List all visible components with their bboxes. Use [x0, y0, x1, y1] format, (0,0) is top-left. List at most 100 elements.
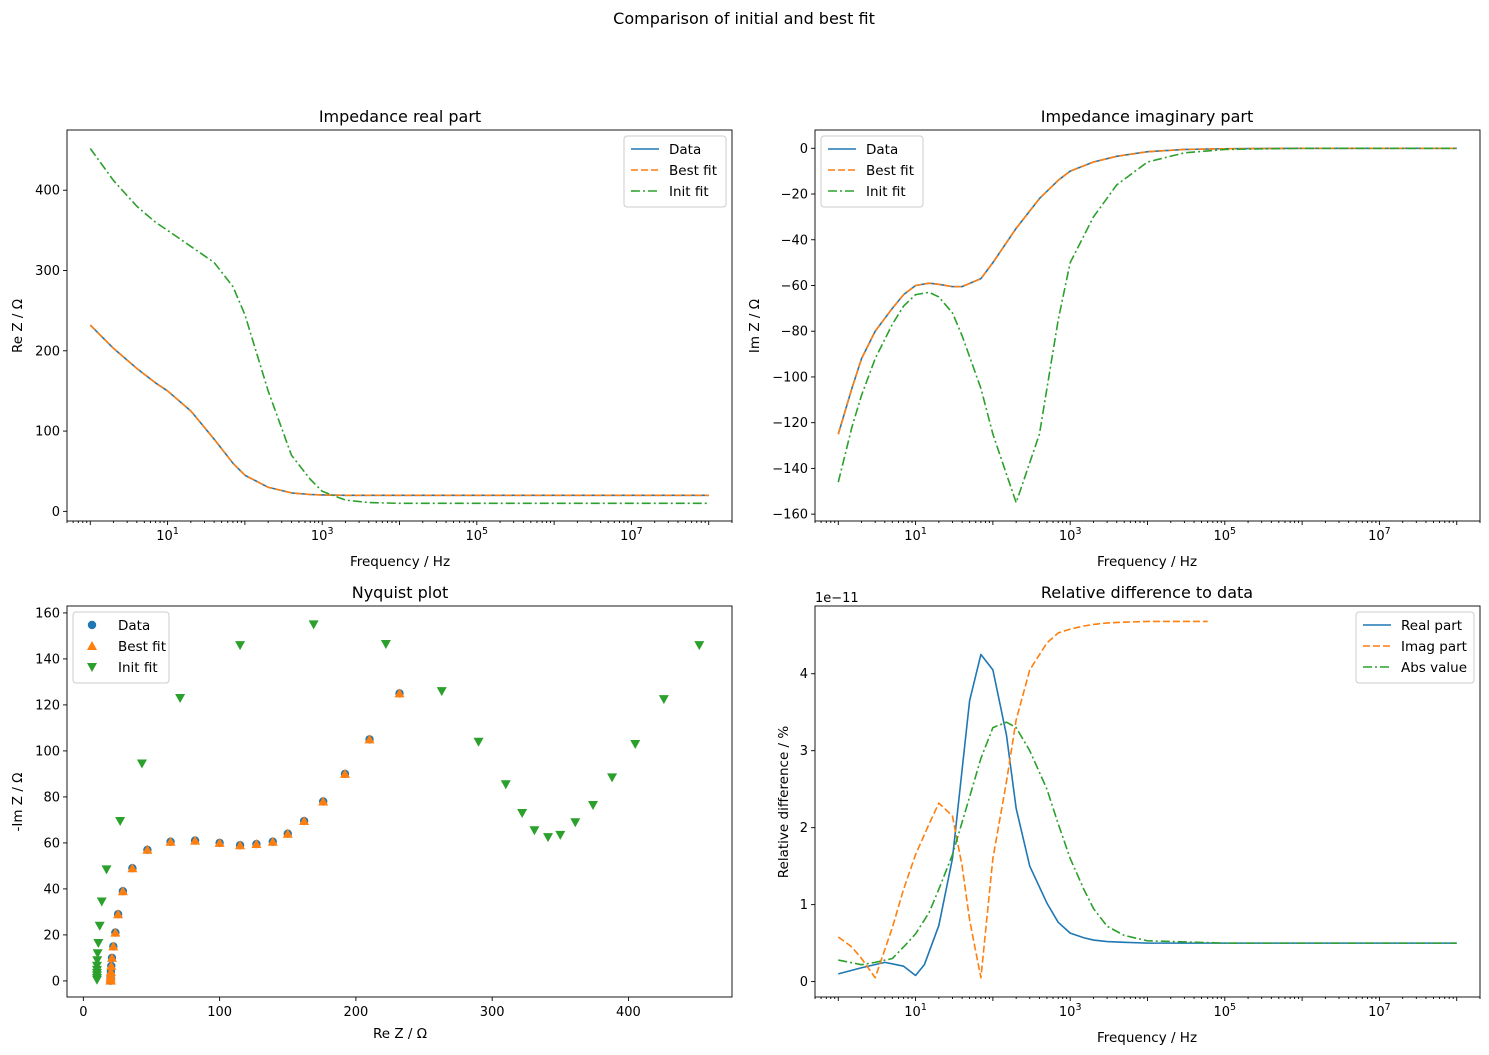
y-tick-label-nyquist: 40 [43, 882, 60, 897]
data-point [92, 956, 103, 966]
data-point [91, 961, 102, 971]
series-line-real-data [89, 324, 709, 497]
x-tick-label-nyquist: 200 [343, 1005, 368, 1020]
data-point [267, 836, 278, 846]
series-nyquist-init-fit [91, 620, 705, 985]
legend-frame-imag [820, 135, 924, 208]
data-point [555, 830, 566, 840]
series-nyquist-data [106, 689, 404, 985]
panel-real: Impedance real part Frequency / Hz Re Z … [10, 107, 481, 570]
data-point [94, 921, 105, 931]
panel-reldiff-ylabel: Relative difference / % [776, 726, 792, 879]
panel-nyquist-xlabel: Re Z / Ω [373, 1026, 427, 1042]
legend-label: Data [866, 142, 898, 158]
x-tick-label-real: 105 [466, 526, 489, 544]
data-point [630, 740, 641, 749]
legend-label: Data [669, 142, 701, 158]
data-point [658, 695, 669, 705]
y-tick-label-reldiff: 0 [800, 975, 808, 990]
data-point [190, 835, 201, 845]
figure-suptitle: Comparison of initial and best fit [613, 9, 875, 28]
panel-imag-title: Impedance imaginary part [1041, 107, 1253, 126]
legend-imag: Data Best fit Init fit [820, 135, 924, 208]
data-point [318, 796, 329, 806]
y-tick-label-nyquist: 160 [35, 606, 60, 621]
data-point [106, 960, 117, 970]
y-tick-label-imag: −160 [772, 508, 808, 523]
legend-label: Abs value [1401, 660, 1467, 676]
y-tick-label-real: 400 [35, 184, 60, 199]
data-point [543, 833, 554, 843]
series-line-reldiff-imag-part [837, 620, 1208, 979]
data-point [96, 897, 107, 907]
panel-nyquist-title: Nyquist plot [352, 583, 449, 602]
data-point [106, 952, 117, 962]
x-tick-label-reldiff: 103 [1059, 1002, 1082, 1020]
y-tick-label-real: 0 [52, 505, 60, 520]
x-tick-label-real: 101 [156, 526, 179, 544]
y-tick-label-nyquist: 20 [43, 928, 60, 943]
data-point [92, 949, 103, 959]
panel-real-ylabel: Re Z / Ω [10, 299, 26, 353]
y-tick-label-real: 300 [35, 264, 60, 279]
plot-frame-real [66, 129, 733, 522]
data-point [394, 688, 405, 698]
x-tick-label-real: 107 [620, 526, 643, 544]
series-line-reldiff-abs-value [838, 721, 1457, 966]
y-tick-label-reldiff: 4 [800, 667, 808, 682]
data-point [235, 840, 246, 850]
data-point [529, 826, 540, 836]
legend-frame-reldiff [1355, 611, 1475, 684]
data-point [308, 620, 319, 630]
x-tick-label-imag: 105 [1214, 526, 1237, 544]
y-tick-label-imag: −60 [781, 279, 808, 294]
legend-label: Best fit [866, 163, 914, 179]
data-point [251, 839, 262, 849]
data-point [117, 886, 128, 896]
x-tick-label-nyquist: 400 [616, 1005, 641, 1020]
legend-frame-nyquist [72, 611, 170, 684]
legend-nyquist: Data Best fit Init fit [72, 611, 170, 684]
axes-imag: 101 103 105 107 0 −20 −40 −60 −80 −100 −120 −140 −16… [772, 129, 1481, 544]
y-tick-label-imag: 0 [800, 142, 808, 157]
legend-label: Imag part [1401, 639, 1467, 655]
data-point [282, 828, 293, 838]
y-tick-label-imag: −40 [781, 233, 808, 248]
data-point [694, 641, 705, 651]
panel-nyquist: Nyquist plot Re Z / Ω -Im Z / Ω [10, 583, 448, 1042]
data-point [127, 863, 138, 873]
x-tick-label-nyquist: 0 [79, 1005, 87, 1020]
x-tick-label-reldiff: 101 [904, 1002, 927, 1020]
y-tick-label-imag: −20 [781, 188, 808, 203]
plot-frame-nyquist [66, 605, 733, 998]
panel-reldiff-xlabel: Frequency / Hz [1097, 1030, 1197, 1046]
legend-marker [87, 663, 97, 672]
data-point [165, 836, 176, 846]
data-point [113, 909, 124, 919]
data-point [588, 800, 599, 810]
panel-real-title: Impedance real part [319, 107, 481, 126]
x-tick-label-imag: 107 [1368, 526, 1391, 544]
legend-label: Init fit [118, 660, 158, 676]
legend-label: Init fit [866, 184, 906, 200]
axes-reldiff: 101 103 105 107 0 1 2 3 4 [800, 605, 1481, 1020]
data-point [364, 734, 375, 744]
series-line-real-init-fit [89, 148, 709, 505]
y-tick-label-imag: −80 [781, 325, 808, 340]
x-tick-label-reldiff: 105 [1214, 1002, 1237, 1020]
panel-imag-ylabel: Im Z / Ω [747, 299, 763, 353]
data-point [235, 641, 246, 651]
y-tick-label-imag: −140 [772, 462, 808, 477]
data-point [101, 865, 112, 875]
data-point [570, 818, 581, 828]
legend-label: Best fit [118, 639, 166, 655]
x-tick-label-imag: 101 [904, 526, 927, 544]
axes-nyquist: 0 100 200 300 400 0 20 40 60 80 100 120 140 160 [35, 605, 733, 1020]
data-point [175, 694, 186, 703]
panel-reldiff-offset-text: 1e−11 [815, 591, 859, 606]
x-tick-label-nyquist: 100 [207, 1005, 232, 1020]
legend-label: Real part [1401, 618, 1462, 634]
data-point [214, 837, 225, 847]
